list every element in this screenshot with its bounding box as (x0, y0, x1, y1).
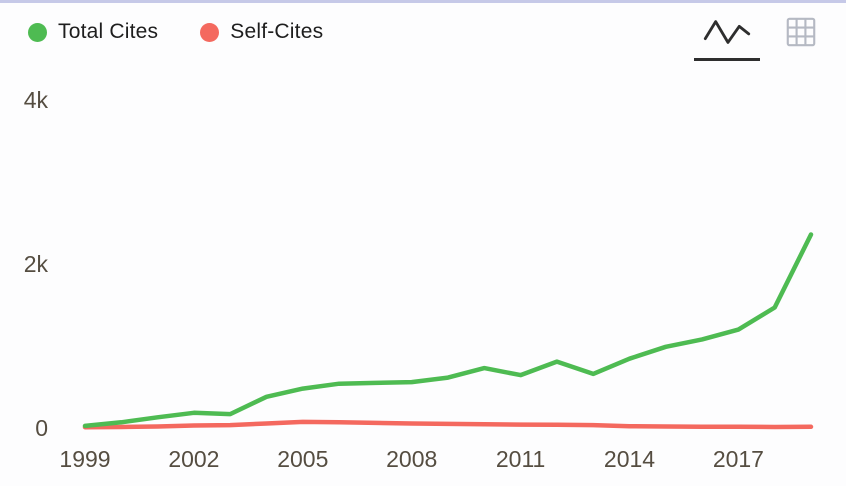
table-grid-icon (786, 17, 816, 47)
y-tick-label: 0 (35, 415, 48, 441)
total-cites-label: Total Cites (58, 20, 159, 43)
total-cites-dot-icon (28, 22, 47, 42)
legend-item-total-cites[interactable]: Total Cites (28, 20, 158, 44)
y-tick-label: 4k (24, 87, 49, 113)
self-cites-label: Self-Cites (230, 20, 324, 43)
x-tick-label: 2017 (713, 446, 764, 472)
self-cites-dot-icon (200, 22, 220, 42)
top-border (0, 0, 846, 3)
x-tick-label: 1999 (59, 446, 110, 472)
table-view-button[interactable] (778, 13, 824, 56)
x-tick-label: 2002 (168, 446, 219, 472)
chart-header: Total Cites Self-Cites (0, 3, 846, 75)
line-chart-view-button[interactable] (694, 13, 760, 61)
x-tick-label: 2014 (604, 446, 655, 472)
series-line-self-cites (82, 419, 814, 430)
legend: Total Cites Self-Cites (28, 13, 323, 44)
x-tick-label: 2011 (496, 446, 545, 472)
x-tick-label: 2008 (386, 446, 437, 472)
y-tick-label: 2k (24, 251, 49, 277)
view-switcher (694, 13, 824, 61)
series-line-total-cites (82, 232, 814, 429)
x-tick-label: 2005 (277, 446, 328, 472)
legend-item-self-cites[interactable]: Self-Cites (200, 20, 323, 44)
line-chart-icon (703, 20, 751, 44)
citations-line-chart: 0 2k 4k 1999 2002 2005 2008 2011 2014 2017 (24, 87, 814, 472)
